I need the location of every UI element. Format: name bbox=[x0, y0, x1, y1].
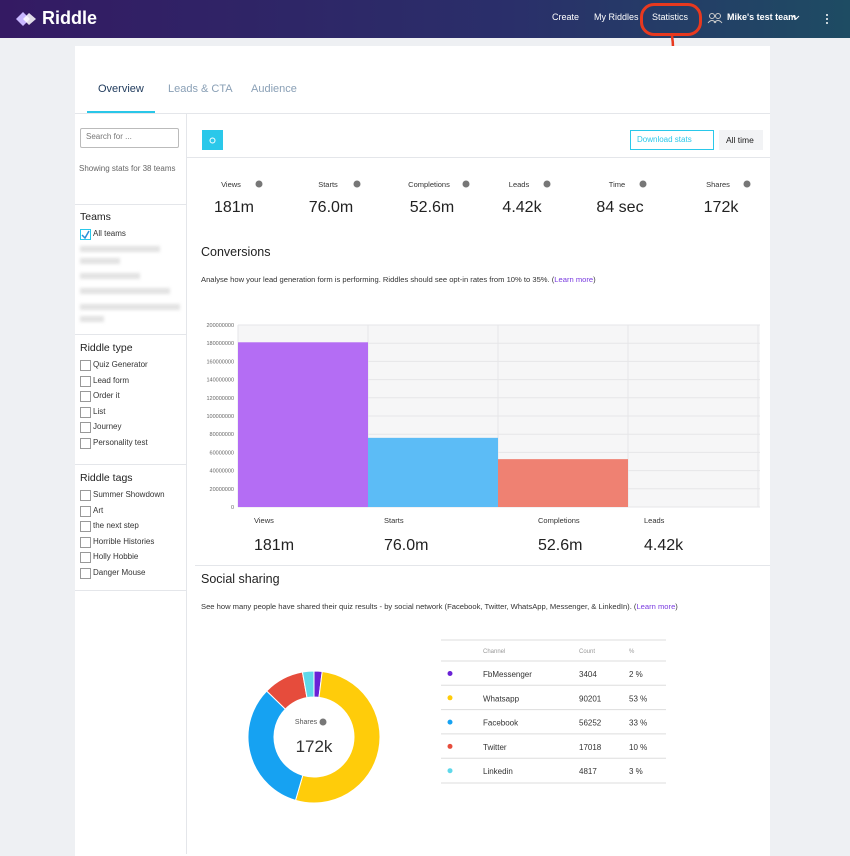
y-tick-label: 0 bbox=[231, 505, 234, 511]
bar bbox=[368, 438, 498, 507]
y-tick-label: 20000000 bbox=[210, 487, 234, 493]
y-tick-label: 160000000 bbox=[206, 359, 234, 365]
y-tick-label: 80000000 bbox=[210, 432, 234, 438]
channel-name: FbMessenger bbox=[483, 670, 532, 679]
channel-count: 90201 bbox=[579, 694, 602, 703]
y-tick-label: 180000000 bbox=[206, 341, 234, 347]
y-tick-label: 200000000 bbox=[206, 323, 234, 329]
info-icon bbox=[319, 718, 327, 726]
channel-name: Linkedin bbox=[483, 767, 513, 776]
y-tick-label: 100000000 bbox=[206, 414, 234, 420]
category-label: Completions bbox=[538, 516, 580, 525]
channel-percent: 2 % bbox=[629, 670, 643, 679]
channel-count: 17018 bbox=[579, 743, 602, 752]
category-label: Starts bbox=[384, 516, 404, 525]
channel-percent: 33 % bbox=[629, 719, 647, 728]
channel-count: 3404 bbox=[579, 670, 597, 679]
category-label: Views bbox=[254, 516, 274, 525]
y-tick-label: 60000000 bbox=[210, 450, 234, 456]
donut-segment bbox=[248, 691, 303, 800]
bar bbox=[238, 342, 368, 507]
channel-dot bbox=[448, 744, 453, 749]
value-label: 181m bbox=[254, 537, 294, 554]
info-dot bbox=[320, 719, 327, 726]
channel-dot bbox=[448, 720, 453, 725]
value-label: 52.6m bbox=[538, 537, 582, 554]
channel-name: Whatsapp bbox=[483, 694, 520, 703]
value-label: 76.0m bbox=[384, 537, 428, 554]
category-label: Leads bbox=[644, 516, 665, 525]
channel-count: 4817 bbox=[579, 767, 597, 776]
y-tick-label: 40000000 bbox=[210, 469, 234, 475]
y-tick-label: 120000000 bbox=[206, 396, 234, 402]
bar bbox=[498, 459, 628, 507]
y-tick-label: 140000000 bbox=[206, 378, 234, 384]
donut-center-value: 172k bbox=[296, 737, 333, 756]
channel-count: 56252 bbox=[579, 719, 602, 728]
table-header: % bbox=[629, 649, 635, 655]
value-label: 4.42k bbox=[644, 537, 684, 554]
channel-name: Facebook bbox=[483, 719, 519, 728]
table-header: Count bbox=[579, 649, 595, 655]
channel-percent: 10 % bbox=[629, 743, 647, 752]
table-header: Channel bbox=[483, 649, 505, 655]
donut-center-label: Shares bbox=[295, 719, 318, 726]
channel-dot bbox=[448, 671, 453, 676]
channel-percent: 53 % bbox=[629, 694, 647, 703]
channel-name: Twitter bbox=[483, 743, 507, 752]
channel-dot bbox=[448, 695, 453, 700]
channel-dot bbox=[448, 768, 453, 773]
channel-percent: 3 % bbox=[629, 767, 643, 776]
